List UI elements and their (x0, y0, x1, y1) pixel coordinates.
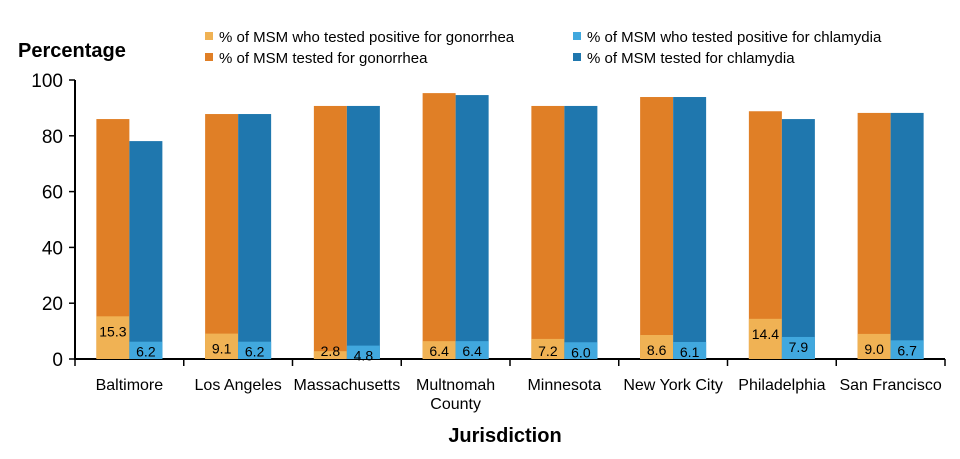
x-tick-label: County (430, 396, 481, 413)
y-tick-label: 0 (52, 350, 63, 371)
data-label-chlamydia: 6.2 (245, 344, 265, 360)
bar-tested-gonorrhea (205, 114, 239, 360)
legend-label: % of MSM tested for gonorrhea (219, 50, 428, 67)
bar-tested-chlamydia (129, 141, 163, 359)
data-label-chlamydia: 6.0 (571, 344, 591, 360)
data-label-gonorrhea: 6.4 (429, 343, 449, 359)
x-tick-label: Baltimore (96, 377, 164, 394)
bar-tested-gonorrhea (313, 105, 347, 360)
y-tick-label: 100 (31, 71, 63, 92)
bar-tested-chlamydia (673, 97, 707, 360)
data-label-chlamydia: 7.9 (789, 339, 809, 355)
legend-swatch (573, 53, 581, 61)
bar-positive-gonorrhea (205, 333, 239, 359)
bar-positive-chlamydia (673, 341, 707, 359)
bar-positive-gonorrhea (640, 335, 674, 359)
bar-tested-chlamydia (890, 112, 924, 359)
x-tick-label: Massachusetts (294, 377, 401, 394)
data-label-gonorrhea: 7.2 (538, 343, 558, 359)
bar-positive-chlamydia (238, 341, 272, 359)
bar-positive-gonorrhea (313, 351, 347, 359)
y-tick-label: 80 (42, 127, 63, 148)
y-tick-label: 20 (42, 294, 63, 315)
legend-swatch (205, 32, 213, 40)
bar-positive-chlamydia (455, 341, 489, 359)
bar-positive-chlamydia (564, 342, 598, 359)
legend-label: % of MSM who tested positive for chlamyd… (587, 29, 882, 46)
legend-label: % of MSM tested for chlamydia (587, 50, 795, 67)
x-tick-label: Los Angeles (195, 377, 282, 394)
bar-positive-gonorrhea (96, 316, 130, 359)
bar-tested-gonorrhea (857, 112, 891, 359)
bar-tested-chlamydia (564, 105, 598, 360)
y-tick-label: 60 (42, 183, 63, 204)
bar-tested-chlamydia (781, 119, 815, 359)
x-tick-label: Multnomah (416, 377, 495, 394)
bar-tested-gonorrhea (531, 105, 565, 360)
bar-positive-gonorrhea (748, 318, 782, 359)
bar-positive-gonorrhea (857, 333, 891, 359)
bar-tested-gonorrhea (422, 93, 456, 359)
data-label-chlamydia: 6.7 (897, 342, 917, 358)
bar-tested-gonorrhea (640, 97, 674, 360)
bar-positive-chlamydia (346, 345, 380, 359)
bar-positive-gonorrhea (531, 338, 565, 359)
data-label-gonorrhea: 15.3 (99, 323, 126, 339)
y-axis-title: Percentage (18, 40, 126, 62)
data-label-gonorrhea: 8.6 (647, 342, 667, 358)
bar-tested-gonorrhea (748, 111, 782, 359)
bar-positive-chlamydia (781, 336, 815, 359)
data-label-gonorrhea: 9.1 (212, 341, 232, 357)
data-label-gonorrhea: 9.0 (864, 341, 884, 357)
y-tick-label: 40 (42, 238, 63, 259)
legend-swatch (573, 32, 581, 40)
data-label-chlamydia: 6.1 (680, 344, 700, 360)
x-tick-label: New York City (623, 377, 723, 394)
bar-positive-chlamydia (129, 341, 163, 359)
data-label-gonorrhea: 2.8 (321, 343, 341, 359)
data-label-chlamydia: 6.4 (462, 343, 482, 359)
bar-positive-gonorrhea (422, 341, 456, 359)
data-label-chlamydia: 4.8 (354, 348, 374, 364)
x-tick-label: Minnesota (527, 377, 601, 394)
legend-swatch (205, 53, 213, 61)
data-label-gonorrhea: 14.4 (752, 326, 779, 342)
bar-tested-chlamydia (238, 114, 272, 360)
x-tick-label: San Francisco (839, 377, 941, 394)
bar-tested-chlamydia (346, 105, 380, 360)
bar-positive-chlamydia (890, 340, 924, 359)
bar-tested-chlamydia (455, 95, 489, 359)
data-label-chlamydia: 6.2 (136, 344, 156, 360)
x-axis-title: Jurisdiction (448, 425, 561, 447)
x-tick-label: Philadelphia (738, 377, 825, 394)
legend-label: % of MSM who tested positive for gonorrh… (219, 29, 515, 46)
